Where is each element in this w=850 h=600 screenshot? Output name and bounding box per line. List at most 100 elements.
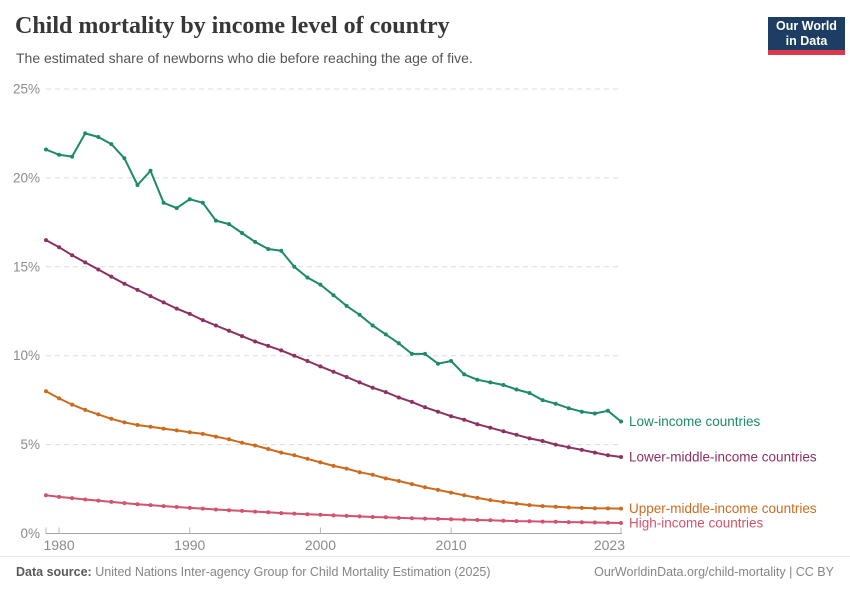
chart-subtitle: The estimated share of newborns who die … [16,50,473,66]
series-marker-lower-middle-income-countries [213,323,218,328]
data-source-label: Data source: [16,565,92,579]
series-marker-upper-middle-income-countries [83,407,88,412]
series-marker-upper-middle-income-countries [423,485,427,490]
series-marker-low-income-countries [240,231,244,235]
series-marker-lower-middle-income-countries [292,353,297,358]
series-marker-low-income-countries [148,168,153,173]
series-marker-upper-middle-income-countries [109,416,114,421]
series-marker-upper-middle-income-countries [475,495,480,500]
series-marker-upper-middle-income-countries [501,500,506,504]
series-marker-upper-middle-income-countries [344,466,349,471]
series-marker-high-income-countries [187,505,192,510]
series-marker-upper-middle-income-countries [266,447,271,451]
series-marker-high-income-countries [109,499,114,504]
series-marker-lower-middle-income-countries [57,245,62,250]
series-marker-low-income-countries [292,264,297,269]
series-marker-upper-middle-income-countries [579,505,584,510]
series-marker-low-income-countries [409,351,414,356]
series-line-low-income-countries[interactable] [45,132,622,423]
series-marker-high-income-countries [96,498,101,503]
series-marker-upper-middle-income-countries [96,412,101,417]
series-marker-low-income-countries [553,401,558,406]
series-marker-high-income-countries [135,502,140,507]
series-marker-high-income-countries [200,506,205,511]
series-marker-low-income-countries [96,135,101,139]
series-marker-lower-middle-income-countries [109,274,114,279]
series-upper-middle-income-countries[interactable]: Upper-middle-income countries [44,389,817,516]
series-marker-high-income-countries [449,517,454,522]
series-marker-upper-middle-income-countries [279,450,284,455]
series-high-income-countries[interactable]: High-income countries [44,493,764,531]
series-marker-upper-middle-income-countries [540,504,545,509]
series-marker-high-income-countries [279,511,284,516]
series-label-low-income-countries[interactable]: Low-income countries [629,414,761,429]
series-marker-high-income-countries [605,520,610,525]
series-marker-low-income-countries [344,303,349,308]
series-marker-high-income-countries [423,516,427,521]
series-marker-high-income-countries [253,509,258,514]
series-marker-lower-middle-income-countries [200,318,205,323]
series-marker-lower-middle-income-countries [409,399,414,404]
series-marker-lower-middle-income-countries [579,447,584,452]
x-tick-label-2023: 2023 [594,537,625,553]
series-line-high-income-countries[interactable] [45,494,622,524]
series-marker-upper-middle-income-countries [227,437,231,442]
series-marker-lower-middle-income-countries [187,311,192,316]
series-marker-upper-middle-income-countries [449,490,454,495]
series-marker-high-income-countries [527,519,532,524]
series-label-lower-middle-income-countries[interactable]: Lower-middle-income countries [629,450,817,465]
series-marker-upper-middle-income-countries [566,505,571,510]
series-marker-lower-middle-income-countries [514,432,519,437]
series-label-high-income-countries[interactable]: High-income countries [629,516,764,531]
series-marker-high-income-countries [462,517,467,522]
series-marker-low-income-countries [527,391,532,395]
series-marker-upper-middle-income-countries [436,487,440,492]
series-marker-lower-middle-income-countries [605,453,610,458]
x-tick-label-2010: 2010 [436,537,467,553]
series-marker-low-income-countries [83,131,88,136]
series-label-upper-middle-income-countries[interactable]: Upper-middle-income countries [629,501,817,516]
series-marker-lower-middle-income-countries [148,294,153,299]
series-marker-low-income-countries [579,409,584,414]
series-marker-lower-middle-income-countries [344,375,349,379]
series-marker-high-income-countries [227,508,231,513]
series-marker-lower-middle-income-countries [357,380,362,385]
series-marker-low-income-countries [200,200,205,205]
series-marker-upper-middle-income-countries [305,456,310,461]
series-marker-high-income-countries [148,503,153,508]
credit-link[interactable]: OurWorldinData.org/child-mortality | CC … [594,565,834,579]
y-tick-label-20: 20% [13,170,40,185]
series-marker-low-income-countries [213,218,218,223]
series-marker-low-income-countries [305,275,310,280]
series-marker-upper-middle-income-countries [605,506,610,511]
series-marker-upper-middle-income-countries [70,402,75,407]
series-marker-high-income-countries [396,515,401,520]
series-line-upper-middle-income-countries[interactable] [45,390,622,510]
series-marker-upper-middle-income-countries [135,423,140,427]
series-marker-lower-middle-income-countries [475,422,480,427]
series-marker-high-income-countries [122,501,127,506]
y-tick-label-0: 0% [20,526,40,541]
series-marker-lower-middle-income-countries [462,417,467,422]
series-marker-upper-middle-income-countries [409,482,414,487]
series-marker-high-income-countries [266,510,271,515]
series-marker-high-income-countries [57,494,62,499]
series-marker-low-income-countries [605,408,610,413]
series-marker-upper-middle-income-countries [318,460,323,465]
series-marker-lower-middle-income-countries [83,260,88,265]
series-marker-high-income-countries [383,515,388,520]
series-marker-low-income-countries [253,239,258,244]
series-marker-lower-middle-income-countries [501,429,506,434]
series-marker-lower-middle-income-countries [96,267,101,272]
series-marker-lower-middle-income-countries [540,439,545,443]
series-marker-lower-middle-income-countries [370,385,375,390]
data-source: Data source: United Nations Inter-agency… [16,565,491,579]
owid-logo[interactable]: Our World in Data [768,17,845,55]
series-low-income-countries[interactable]: Low-income countries [44,131,761,429]
series-marker-low-income-countries [540,398,545,403]
series-lower-middle-income-countries[interactable]: Lower-middle-income countries [44,238,817,465]
series-marker-high-income-countries [488,518,493,523]
series-marker-high-income-countries [501,518,506,523]
